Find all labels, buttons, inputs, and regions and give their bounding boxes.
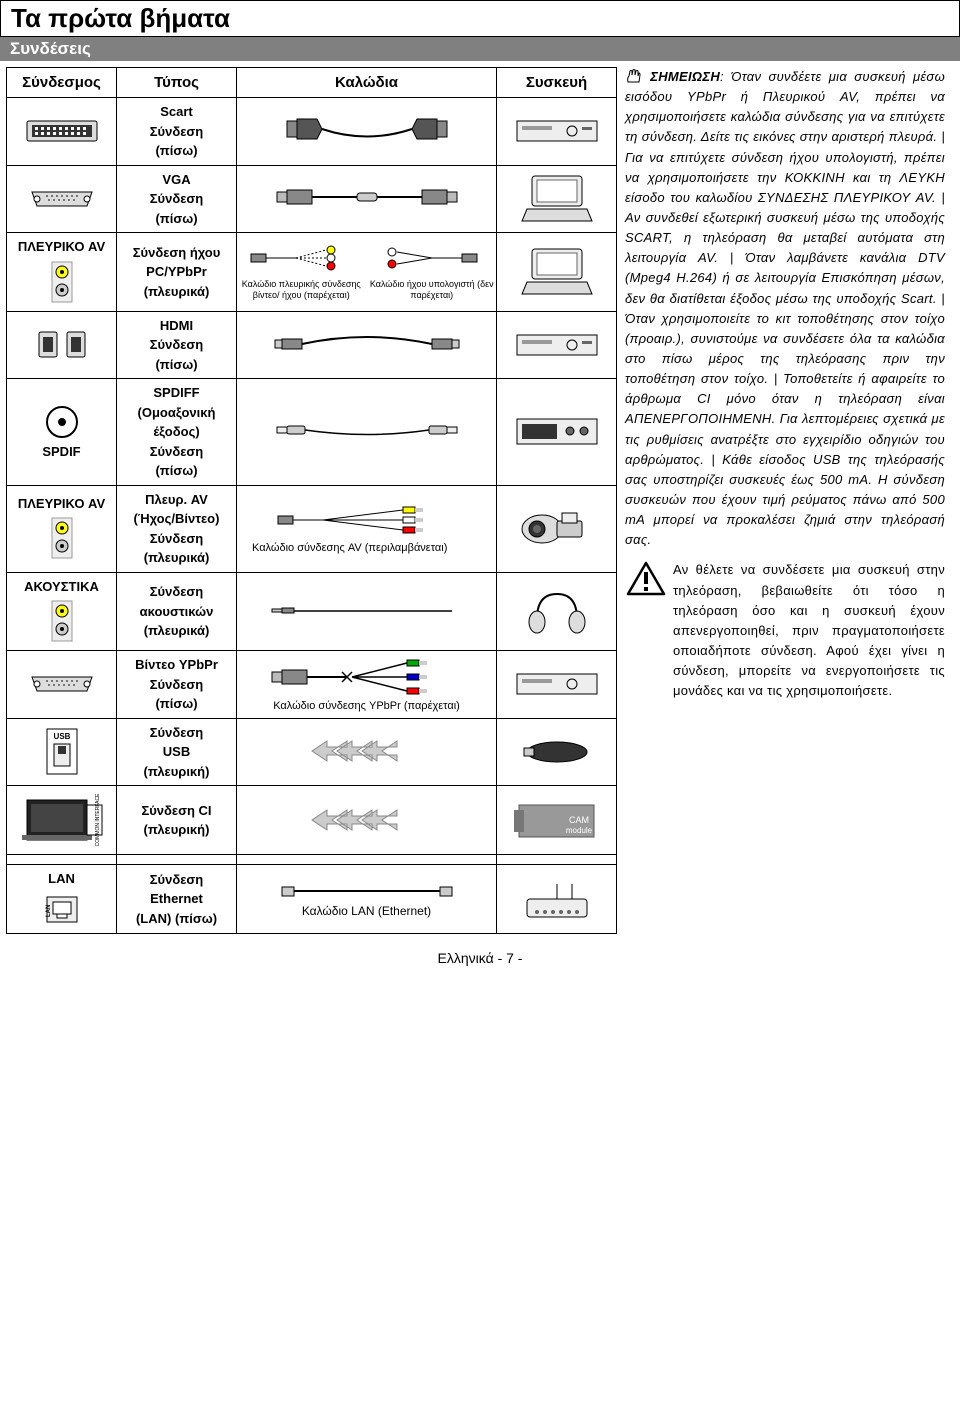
connector-ci: COMMON INTERFACE [7, 786, 117, 855]
svg-text:LAN: LAN [46, 904, 52, 916]
connector-vga [7, 165, 117, 233]
cable-ci [237, 786, 497, 855]
main-content: Σύνδεσμος Τύπος Καλώδια Συσκευή Scart Σύ… [0, 61, 960, 940]
device-ci: CAMmodule [497, 786, 617, 855]
warning-block: Αν θέλετε να συνδέσετε μια συσκευή στην … [625, 560, 945, 701]
connector-side-av: ΠΛΕΥΡΙΚΟ AV [7, 485, 117, 572]
row-vga: VGA Σύνδεση (πίσω) [7, 165, 617, 233]
row-usb: USB Σύνδεση USB (πλευρική) [7, 718, 617, 786]
cable-usb [237, 718, 497, 786]
header-cables: Καλώδια [237, 68, 497, 98]
type-ci: Σύνδεση CI (πλευρική) [117, 786, 237, 855]
device-side-av-pc [497, 233, 617, 312]
type-spdif: SPDIFF (Ομοαξονική έξοδος) Σύνδεση (πίσω… [117, 379, 237, 486]
note-paragraph: ΣΗΜΕΙΩΣΗ: Όταν συνδέετε μια συσκευή μέσω… [625, 67, 945, 550]
cable-spdif [237, 379, 497, 486]
svg-text:USB: USB [53, 732, 70, 741]
device-side-av [497, 485, 617, 572]
table-header-row: Σύνδεσμος Τύπος Καλώδια Συσκευή [7, 68, 617, 98]
connector-scart [7, 98, 117, 166]
page-footer: Ελληνικά - 7 - [0, 950, 960, 966]
device-usb [497, 718, 617, 786]
connector-spdif: SPDIF [7, 379, 117, 486]
device-scart [497, 98, 617, 166]
type-side-av: Πλευρ. AV (Ήχος/Βίντεο) Σύνδεση (πλευρικ… [117, 485, 237, 572]
svg-text:CAM: CAM [569, 815, 589, 825]
device-lan [497, 865, 617, 934]
warning-text: Αν θέλετε να συνδέσετε μια συσκευή στην … [673, 560, 945, 701]
type-hdmi: HDMI Σύνδεση (πίσω) [117, 311, 237, 379]
cable-headphones [237, 572, 497, 651]
cable-hdmi [237, 311, 497, 379]
notes-sidebar: ΣΗΜΕΙΩΣΗ: Όταν συνδέετε μια συσκευή μέσω… [625, 67, 945, 701]
section-header: Συνδέσεις [0, 37, 960, 61]
type-side-av-pc: Σύνδεση ήχου PC/YPbPr (πλευρικά) [117, 233, 237, 312]
warning-icon [625, 560, 667, 701]
row-side-av-pc: ΠΛΕΥΡΙΚΟ AV Σύνδεση ήχου PC/YPbPr (πλευρ… [7, 233, 617, 312]
connector-side-av-pc: ΠΛΕΥΡΙΚΟ AV [7, 233, 117, 312]
type-ypbpr: Βίντεο YPbPr Σύνδεση (πίσω) [117, 651, 237, 719]
connector-usb: USB [7, 718, 117, 786]
type-headphones: Σύνδεση ακουστικών (πλευρικά) [117, 572, 237, 651]
device-ypbpr [497, 651, 617, 719]
row-side-av: ΠΛΕΥΡΙΚΟ AV Πλευρ. AV (Ήχος/Βίντεο) Σύνδ… [7, 485, 617, 572]
cable-ypbpr: Καλώδιο σύνδεσης YPbPr (παρέχεται) [237, 651, 497, 719]
type-vga: VGA Σύνδεση (πίσω) [117, 165, 237, 233]
header-connector: Σύνδεσμος [7, 68, 117, 98]
cable-side-av-pc: Καλώδιο πλευρικής σύνδεσης βίντεο/ ήχου … [237, 233, 497, 312]
cable-lan: Καλώδιο LAN (Ethernet) [237, 865, 497, 934]
type-usb: Σύνδεση USB (πλευρική) [117, 718, 237, 786]
connector-headphones: ΑΚΟΥΣΤΙΚΑ [7, 572, 117, 651]
connections-table: Σύνδεσμος Τύπος Καλώδια Συσκευή Scart Σύ… [6, 67, 617, 934]
type-lan: Σύνδεση Ethernet (LAN) (πίσω) [117, 865, 237, 934]
device-spdif [497, 379, 617, 486]
page-title-bar: Τα πρώτα βήματα [0, 0, 960, 37]
header-device: Συσκευή [497, 68, 617, 98]
type-scart: Scart Σύνδεση (πίσω) [117, 98, 237, 166]
row-spdif: SPDIF SPDIFF (Ομοαξονική έξοδος) Σύνδεση… [7, 379, 617, 486]
device-vga [497, 165, 617, 233]
connector-ypbpr [7, 651, 117, 719]
row-ypbpr: Βίντεο YPbPr Σύνδεση (πίσω) Καλώδιο σύνδ… [7, 651, 617, 719]
spacer-row [7, 855, 617, 865]
cable-scart [237, 98, 497, 166]
cable-vga [237, 165, 497, 233]
page-title: Τα πρώτα βήματα [11, 3, 949, 34]
cable-side-av: Καλώδιο σύνδεσης AV (περιλαμβάνεται) [237, 485, 497, 572]
svg-text:COMMON INTERFACE: COMMON INTERFACE [95, 793, 101, 846]
svg-text:module: module [566, 826, 593, 835]
connector-lan: LAN LAN [7, 865, 117, 934]
row-lan: LAN LAN Σύνδεση Ethernet (LAN) (πίσω) Κα… [7, 865, 617, 934]
device-hdmi [497, 311, 617, 379]
hand-icon [625, 68, 643, 84]
row-hdmi: HDMI Σύνδεση (πίσω) [7, 311, 617, 379]
row-ci: COMMON INTERFACE Σύνδεση CI (πλευρική) C… [7, 786, 617, 855]
row-scart: Scart Σύνδεση (πίσω) [7, 98, 617, 166]
connector-hdmi [7, 311, 117, 379]
device-headphones [497, 572, 617, 651]
row-headphones: ΑΚΟΥΣΤΙΚΑ Σύνδεση ακουστικών (πλευρικά) [7, 572, 617, 651]
header-type: Τύπος [117, 68, 237, 98]
